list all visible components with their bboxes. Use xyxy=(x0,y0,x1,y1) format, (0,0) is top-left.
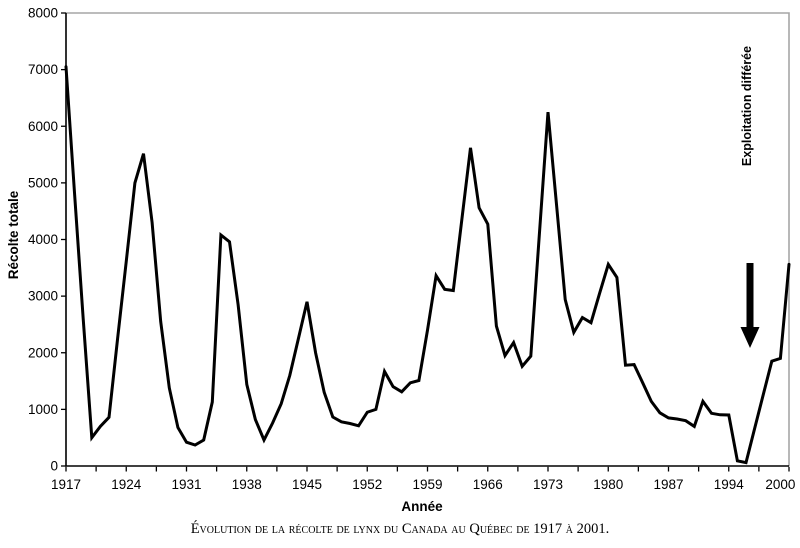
x-tick-label: 1952 xyxy=(352,477,382,492)
plot-axes-left-bottom xyxy=(65,13,789,467)
y-tick-label: 0 xyxy=(50,459,58,474)
y-tick-label: 8000 xyxy=(28,6,58,21)
annotation-exploitation-differee: Exploitation différée xyxy=(740,46,754,166)
x-tick-label: 1994 xyxy=(714,477,745,492)
y-axis-ticks xyxy=(61,12,66,467)
y-axis-tick-labels: 0 1000 2000 3000 4000 5000 6000 7000 8000 xyxy=(28,6,58,474)
y-tick-label: 3000 xyxy=(28,289,58,304)
down-arrow-icon xyxy=(740,263,760,348)
x-tick-label: 2000 xyxy=(765,477,795,492)
x-tick-label: 1987 xyxy=(653,477,683,492)
x-tick-label: 1917 xyxy=(51,477,81,492)
x-axis-title: Année xyxy=(401,499,443,514)
figure-caption: Évolution de la récolte de lynx du Canad… xyxy=(190,521,610,537)
x-tick-label: 1945 xyxy=(292,477,322,492)
y-tick-label: 2000 xyxy=(28,345,58,360)
y-tick-label: 1000 xyxy=(28,402,58,417)
lynx-harvest-line xyxy=(64,65,791,465)
y-tick-label: 4000 xyxy=(28,232,58,247)
x-tick-label: 1973 xyxy=(533,477,563,492)
y-axis-title: Récolte totale xyxy=(6,190,21,279)
x-axis-tick-labels: 1917 1924 1931 1938 1945 1952 1959 1966 1973 1980… xyxy=(51,477,795,492)
x-tick-label: 1924 xyxy=(111,477,142,492)
x-tick-label: 1959 xyxy=(412,477,442,492)
y-tick-label: 6000 xyxy=(28,119,58,134)
y-tick-label: 5000 xyxy=(28,175,58,190)
x-tick-label: 1966 xyxy=(473,477,503,492)
x-axis-ticks xyxy=(65,466,790,472)
plot-border-top-right xyxy=(66,12,790,466)
y-tick-label: 7000 xyxy=(28,62,58,77)
x-tick-label: 1980 xyxy=(593,477,623,492)
x-tick-label: 1938 xyxy=(232,477,262,492)
x-tick-label: 1931 xyxy=(171,477,201,492)
